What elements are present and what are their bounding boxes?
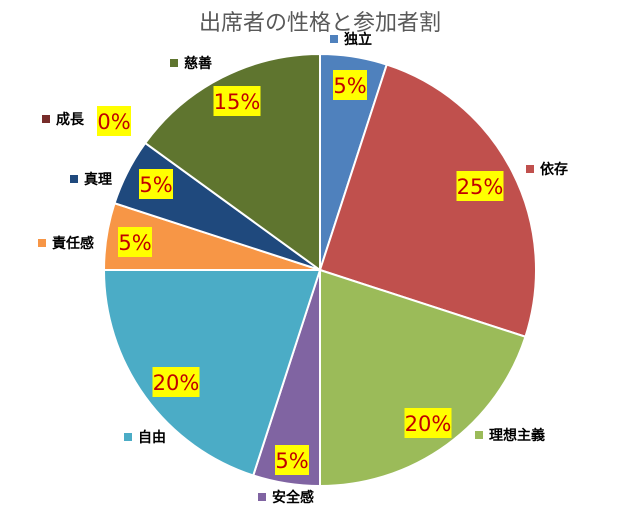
legend-label-8: 慈善: [184, 55, 212, 72]
percent-label-6: 5%: [139, 173, 172, 197]
legend-label-6: 真理: [84, 171, 112, 188]
legend-marker-6: [70, 175, 78, 183]
legend-marker-0: [330, 35, 338, 43]
legend-label-4: 自由: [138, 429, 166, 446]
percent-labels: 5% 25% 20% 5% 20% 5% 5% 0% 15%: [97, 70, 504, 475]
pie-slices: [102, 52, 537, 488]
percent-label-3: 5%: [275, 449, 308, 473]
legend-label-7: 成長: [56, 111, 85, 128]
percent-label-bg-8: [213, 86, 261, 116]
percent-label-bg-6: [139, 169, 173, 199]
legend-marker-8: [170, 59, 178, 67]
percent-label-bg-7: [97, 106, 131, 136]
percent-label-7: 0%: [97, 110, 130, 134]
legend-label-3: 安全感: [272, 489, 314, 506]
legend-label-2: 理想主義: [489, 427, 545, 444]
chart-title: 出席者の性格と参加者割: [199, 11, 441, 36]
legend-marker-4: [124, 433, 132, 441]
percent-label-0: 5%: [333, 74, 366, 98]
percent-label-bg-4: [152, 367, 200, 397]
percent-label-4: 20%: [153, 371, 200, 395]
percent-label-1: 25%: [457, 175, 504, 199]
percent-label-5: 5%: [118, 231, 151, 255]
legend-marker-1: [526, 165, 534, 173]
legend-label-0: 独立: [344, 31, 372, 48]
percent-label-bg-1: [456, 171, 504, 201]
percent-label-bg-0: [333, 70, 367, 100]
legend-marker-2: [475, 431, 483, 439]
slice-8: [143, 52, 321, 272]
legend-marker-3: [258, 493, 266, 501]
legend-label-1: 依存: [540, 161, 568, 178]
percent-label-8: 15%: [214, 90, 261, 114]
legend-marker-5: [38, 239, 46, 247]
slice-4: [102, 269, 322, 477]
percent-label-bg-5: [118, 227, 152, 257]
legend-marker-7: [42, 115, 50, 123]
slice-2: [319, 268, 527, 488]
legend-label-5: 責任感: [52, 235, 94, 252]
percent-label-bg-2: [404, 408, 452, 438]
slice-1: [318, 63, 537, 339]
percent-label-bg-3: [275, 445, 309, 475]
percent-label-2: 20%: [405, 412, 452, 436]
